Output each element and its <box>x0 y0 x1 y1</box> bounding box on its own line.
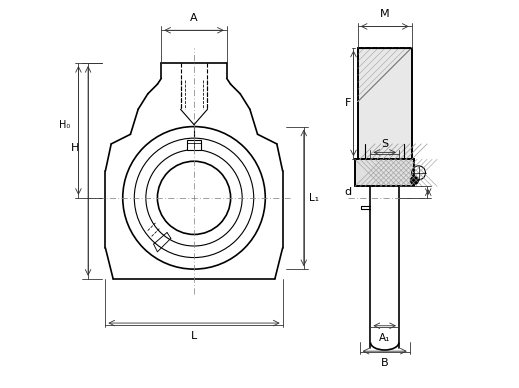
Bar <box>358 48 412 159</box>
Text: M: M <box>380 9 390 19</box>
Text: A: A <box>190 12 198 23</box>
Text: H: H <box>71 143 79 153</box>
Text: L: L <box>191 331 197 341</box>
Bar <box>355 159 414 186</box>
Text: F: F <box>345 99 351 109</box>
Text: A₁: A₁ <box>379 333 390 343</box>
Text: L₁: L₁ <box>309 193 319 203</box>
Text: d: d <box>345 187 352 197</box>
Text: S: S <box>381 139 388 149</box>
Circle shape <box>411 177 418 184</box>
Text: B: B <box>381 358 389 368</box>
Bar <box>358 48 412 159</box>
Text: H₀: H₀ <box>60 120 71 130</box>
Bar <box>187 140 201 150</box>
Bar <box>355 159 414 186</box>
